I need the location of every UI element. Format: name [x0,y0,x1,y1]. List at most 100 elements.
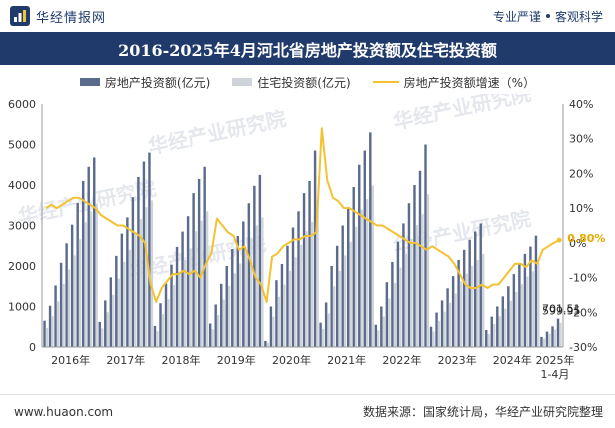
bar-residential-investment [134,234,137,347]
bar-residential-investment [56,301,60,347]
bar-residential-investment [404,253,408,347]
slogan-dot-icon [545,14,550,18]
y-right-tick-label: 0% [569,237,586,250]
bar-residential-investment [194,231,198,347]
bar-residential-investment [310,221,314,347]
bar-total-investment [264,340,267,347]
bar-residential-investment [189,248,192,347]
x-tick-label: 2021年 [327,353,366,367]
bar-residential-investment [531,271,535,347]
bar-total-investment [253,185,256,347]
bar-residential-investment [239,263,242,347]
bar-residential-investment [139,219,143,347]
data-label-residential-latest: 599.95 [542,305,581,318]
bar-total-investment [98,321,101,347]
bar-residential-investment [261,217,264,347]
bar-total-investment [104,300,107,347]
bar-total-investment [59,262,63,347]
bar-residential-investment [515,291,518,347]
bar-residential-investment [183,259,187,347]
bar-residential-investment [349,241,352,347]
bar-total-investment [286,245,289,347]
bar-total-investment [231,248,234,347]
y-left-tick-label: 1000 [8,301,36,314]
footer: www.huaon.com 数据来源：国家统计局，华经产业研究院整理 [0,394,615,428]
top-bar: 华经情报网 专业严谨 客观科学 [0,0,615,32]
bar-residential-investment [321,328,325,347]
data-label-total-latest: 701.51 [542,303,581,316]
bar-total-investment [186,216,190,347]
watermark-text: 华经产业研究院 [391,94,533,134]
bar-total-investment [324,302,328,347]
x-tick-label: 2018年 [162,353,201,367]
bar-residential-investment [233,273,236,347]
bar-total-investment [225,266,228,347]
bar-residential-investment [100,328,104,347]
bar-total-investment [175,246,179,347]
bar-total-investment [87,166,90,347]
bar-residential-investment [78,239,82,347]
bar-residential-investment [112,294,115,347]
growth-rate-last-point [556,237,562,243]
bar-total-investment [490,316,493,347]
bar-residential-investment [222,299,225,347]
legend-item-total: 房地产投资额(亿元) [79,74,210,91]
bar-total-investment [457,259,460,347]
data-label-growth-latest: 0.80% [567,232,605,245]
bar-total-investment [341,225,344,347]
bar-residential-investment [432,331,435,347]
bar-total-investment [319,322,322,347]
bar-residential-investment [288,270,292,347]
bar-total-investment [330,266,333,347]
slogan: 专业严谨 客观科学 [493,8,615,25]
bar-residential-investment [487,334,490,347]
bar-residential-investment [459,281,463,347]
combo-chart: 华经产业研究院华经产业研究院华经产业研究院华经产业研究院华经产业研究院 0100… [8,94,605,381]
bar-total-investment [391,261,394,347]
bar-residential-investment [73,255,76,347]
bar-total-investment [126,217,129,347]
bar-total-investment [109,277,113,347]
bar-residential-investment [150,200,154,347]
y-right-tick-label: 40% [569,98,593,111]
bar-residential-investment [299,244,303,347]
bar-total-investment [424,144,427,347]
bar-residential-investment [123,261,126,347]
y-right-tick-label: -10% [569,272,597,285]
bar-residential-investment [421,214,424,347]
bar-total-investment [153,325,157,347]
legend-label-growth: 房地产投资额增速（%） [403,75,536,90]
bar-residential-investment [255,225,258,347]
bar-residential-investment [250,238,253,347]
bar-total-investment [170,264,173,347]
footer-url: www.huaon.com [14,404,114,419]
bar-total-investment [48,305,52,347]
bar-residential-investment [62,283,65,347]
bar-residential-investment [294,257,297,347]
bar-total-investment [347,207,350,347]
bar-residential-investment [172,285,176,347]
bar-total-investment [137,176,140,347]
bar-residential-investment [277,296,281,347]
bar-total-investment [142,161,146,347]
bar-residential-investment [305,231,308,347]
bar-total-investment [446,288,449,347]
bar-total-investment [358,164,361,347]
bar-residential-investment [542,338,546,347]
bar-total-investment [507,286,510,347]
legend-swatch-growth [372,81,399,83]
legend-item-residential: 住宅投资额(亿元) [232,74,351,91]
bar-total-investment [70,224,74,347]
x-tick-label: 2025年 [535,353,574,367]
bar-residential-investment [520,284,524,347]
chart-legend: 房地产投资额(亿元) 住宅投资额(亿元) 房地产投资额增速（%） [0,70,615,94]
bar-total-investment [291,227,295,347]
bar-residential-investment [106,312,109,347]
bar-residential-investment [227,285,231,347]
bar-total-investment [473,231,477,347]
bar-total-investment [374,324,378,347]
bar-total-investment [76,202,79,347]
brand-logo-icon [10,6,30,26]
bar-residential-investment [51,316,54,347]
